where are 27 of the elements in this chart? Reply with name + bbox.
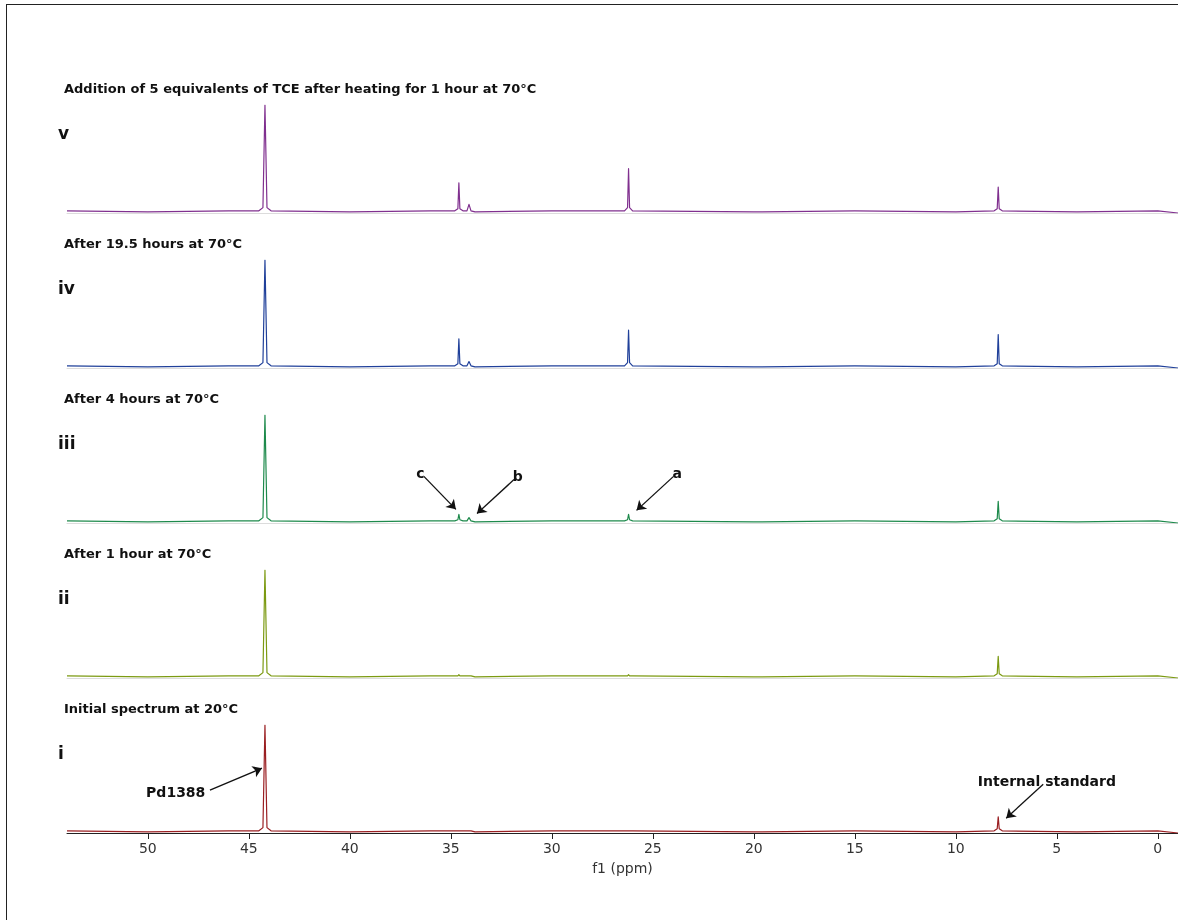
x-tick-label: 0 [1153, 840, 1163, 856]
x-tick-label: 40 [340, 840, 359, 856]
x-tick-label: 25 [643, 840, 662, 856]
chart-title: After 19.5 hours at 70°C [64, 236, 243, 251]
x-axis-title: f1 (ppm) [592, 860, 653, 876]
annotation: c [416, 464, 425, 481]
annotation: b [512, 468, 523, 485]
x-tick-label: 5 [1052, 840, 1062, 856]
x-tick-label: 35 [441, 840, 460, 856]
y-axis-title: i [58, 742, 64, 763]
x-tick-label: 50 [138, 840, 157, 856]
annotation: a [672, 464, 682, 481]
x-tick-label: 10 [946, 840, 965, 856]
x-tick-label: 20 [744, 840, 763, 856]
y-axis-title: v [58, 122, 70, 143]
annotation: Internal standard [977, 772, 1116, 789]
y-axis-title: ii [58, 587, 70, 608]
x-tick-label: 45 [239, 840, 258, 856]
chart-title: Initial spectrum at 20°C [64, 701, 239, 716]
chart-title: After 4 hours at 70°C [64, 391, 220, 406]
x-tick-label: 30 [542, 840, 561, 856]
y-axis-title: iii [58, 432, 76, 453]
chart-title: After 1 hour at 70°C [64, 546, 212, 561]
annotation: Pd1388 [146, 784, 206, 801]
x-tick-label: 15 [845, 840, 864, 856]
y-axis-title: iv [58, 277, 75, 298]
chart-title: Addition of 5 equivalents of TCE after heating for 1 hour at 70°C [64, 81, 537, 96]
